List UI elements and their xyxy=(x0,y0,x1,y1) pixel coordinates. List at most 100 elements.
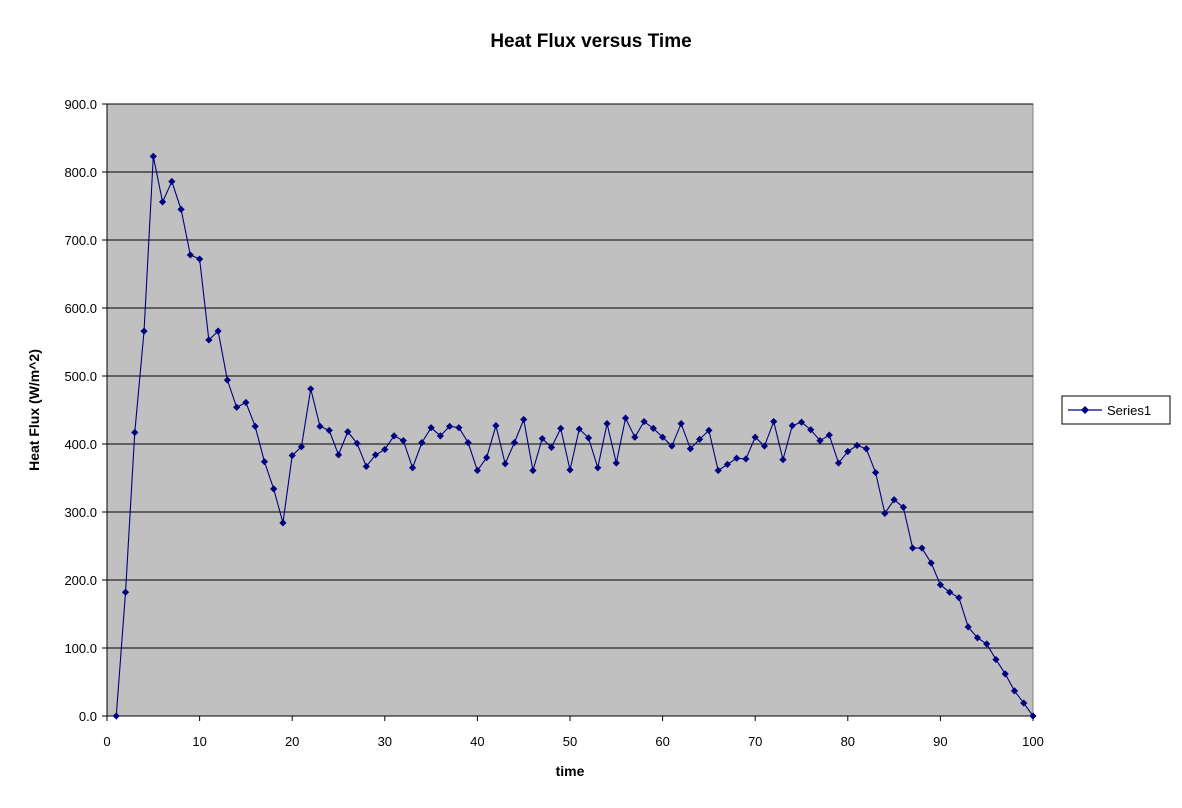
data-point xyxy=(779,456,787,464)
data-point xyxy=(270,485,278,493)
x-axis-label: time xyxy=(556,763,585,779)
y-tick-label: 200.0 xyxy=(64,573,97,588)
data-point xyxy=(446,422,454,430)
data-point xyxy=(334,451,343,459)
data-point xyxy=(668,442,676,450)
data-point xyxy=(223,376,231,384)
data-point xyxy=(399,437,407,445)
data-point xyxy=(353,439,361,447)
data-point xyxy=(631,433,639,441)
y-tick-label: 300.0 xyxy=(64,505,97,520)
data-point xyxy=(538,434,546,443)
data-point xyxy=(733,454,741,462)
data-point xyxy=(770,417,778,426)
data-point xyxy=(640,417,648,426)
data-point xyxy=(890,496,898,504)
data-point xyxy=(344,428,352,436)
data-point xyxy=(149,152,157,160)
data-point xyxy=(186,251,194,259)
data-point xyxy=(168,177,176,186)
data-point xyxy=(557,424,565,432)
data-point xyxy=(973,634,982,642)
y-tick-label: 400.0 xyxy=(64,437,97,452)
data-point xyxy=(464,439,472,447)
data-point xyxy=(825,431,833,439)
data-point xyxy=(594,464,602,472)
chart-title: Heat Flux versus Time xyxy=(490,31,691,52)
x-tick-label: 90 xyxy=(933,734,947,749)
data-point xyxy=(121,588,130,596)
data-point xyxy=(214,327,222,335)
data-point xyxy=(436,432,444,440)
x-tick-label: 60 xyxy=(655,734,669,749)
data-point xyxy=(158,198,167,206)
data-point xyxy=(251,422,259,430)
data-point xyxy=(964,623,972,631)
data-point xyxy=(686,445,694,453)
data-point xyxy=(1020,699,1028,707)
data-point xyxy=(807,426,815,434)
data-point xyxy=(325,426,333,434)
data-point xyxy=(834,459,843,467)
data-point xyxy=(899,503,907,511)
data-point xyxy=(112,712,120,720)
data-point xyxy=(427,424,435,432)
data-point xyxy=(131,428,139,437)
data-point xyxy=(390,432,398,440)
x-tick-label: 10 xyxy=(192,734,206,749)
data-point xyxy=(992,655,1000,664)
y-axis-label: Heat Flux (W/m^2) xyxy=(26,349,42,471)
data-point xyxy=(927,559,935,567)
x-tick-label: 100 xyxy=(1022,734,1044,749)
data-point xyxy=(714,466,722,475)
data-point xyxy=(205,336,213,344)
data-point xyxy=(909,544,917,552)
data-point xyxy=(140,327,148,335)
data-point xyxy=(788,422,796,430)
data-point xyxy=(510,439,519,447)
data-point xyxy=(816,437,824,445)
data-point xyxy=(983,640,991,648)
x-tick-label: 50 xyxy=(563,734,577,749)
series-line xyxy=(115,156,1034,717)
y-tick-label: 500.0 xyxy=(64,369,97,384)
data-point xyxy=(501,460,509,468)
data-point xyxy=(242,398,250,407)
data-point xyxy=(371,451,380,459)
data-point xyxy=(584,434,593,442)
data-point xyxy=(659,433,667,441)
data-point xyxy=(418,439,426,447)
data-point xyxy=(492,422,500,430)
data-point xyxy=(233,403,241,411)
data-point xyxy=(455,424,463,432)
data-point xyxy=(751,433,759,441)
data-point xyxy=(196,255,204,263)
legend-series-marker xyxy=(1081,406,1089,414)
data-point xyxy=(1029,712,1037,720)
data-point xyxy=(547,443,556,451)
x-axis-ticks: 0 10 20 30 40 50 60 70 80 90 100 xyxy=(103,716,1044,749)
data-point xyxy=(742,455,750,463)
data-point xyxy=(529,466,537,475)
data-point xyxy=(844,447,852,456)
series-layer xyxy=(112,152,1037,720)
data-point xyxy=(936,581,944,589)
x-tick-label: 40 xyxy=(470,734,484,749)
data-point xyxy=(381,445,389,454)
data-point xyxy=(566,466,574,474)
legend-series-label: Series1 xyxy=(1107,403,1151,418)
data-point xyxy=(862,445,870,453)
data-point xyxy=(288,451,296,460)
y-tick-label: 900.0 xyxy=(64,97,97,112)
data-point xyxy=(297,443,306,451)
data-point xyxy=(362,462,370,471)
data-point xyxy=(177,205,185,213)
data-point xyxy=(520,415,528,424)
data-point xyxy=(853,441,861,449)
data-point xyxy=(473,466,481,475)
plot-area xyxy=(106,103,1034,717)
data-point xyxy=(408,464,417,472)
data-point xyxy=(649,424,657,432)
data-point xyxy=(621,414,630,422)
gridlines xyxy=(107,103,1033,649)
